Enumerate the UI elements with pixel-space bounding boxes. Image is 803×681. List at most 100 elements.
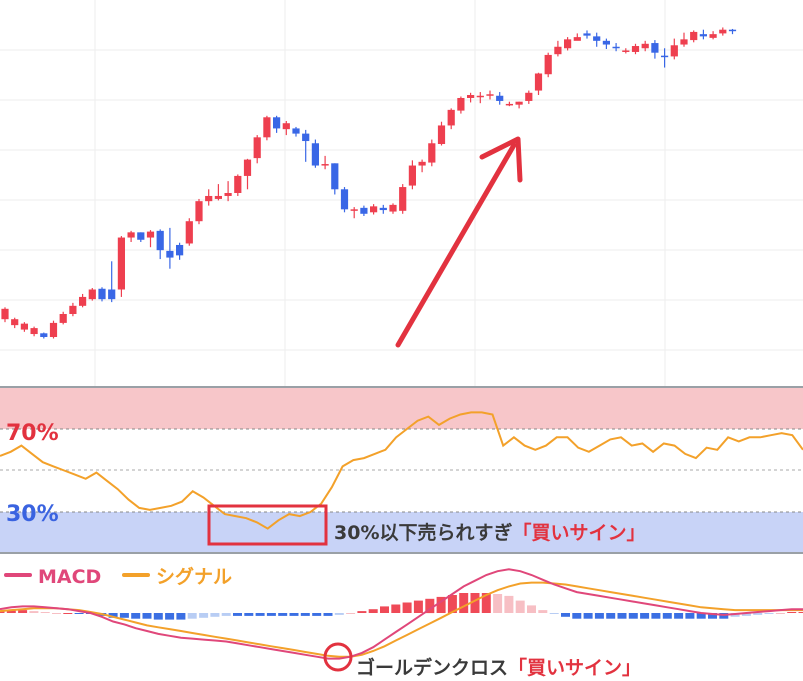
golden-cross-circle xyxy=(323,642,353,672)
macd-histogram-bar xyxy=(402,602,412,613)
candle-body xyxy=(224,193,232,196)
candle xyxy=(728,28,737,35)
candle-body xyxy=(573,37,581,41)
candle-body xyxy=(670,45,678,57)
candle-body xyxy=(486,94,494,96)
candle xyxy=(156,229,164,260)
macd-histogram-bar xyxy=(617,613,627,619)
macd-histogram-bar xyxy=(176,613,186,620)
macd-histogram-bar xyxy=(413,600,423,613)
candle xyxy=(340,187,349,213)
candle-body xyxy=(30,328,38,335)
candle-body xyxy=(360,207,368,214)
candle xyxy=(224,181,232,202)
macd-histogram-bar xyxy=(380,606,389,613)
candle-body xyxy=(253,137,261,159)
candle xyxy=(534,72,543,96)
candle xyxy=(612,43,620,52)
candle-body xyxy=(651,43,659,53)
macd-histogram-bar xyxy=(753,613,763,615)
candle-body xyxy=(641,43,649,49)
candle xyxy=(573,33,581,41)
candle-body xyxy=(680,39,688,45)
candle-body xyxy=(243,159,252,176)
macd-histogram-bar xyxy=(459,593,469,613)
candle xyxy=(40,332,48,339)
candle xyxy=(399,184,407,214)
candle-body xyxy=(515,101,523,105)
macd-histogram-bar xyxy=(775,613,785,614)
candle xyxy=(360,205,368,217)
candle-body xyxy=(583,33,591,36)
candle-body xyxy=(622,50,630,52)
candle-body xyxy=(340,189,349,210)
candle xyxy=(428,139,436,167)
candle-body xyxy=(176,244,184,256)
candle xyxy=(467,92,475,103)
candle xyxy=(30,326,38,337)
candle xyxy=(176,242,184,260)
macd-histogram-bar xyxy=(312,613,322,616)
level-30-label: 30% xyxy=(6,502,59,527)
candle xyxy=(69,302,77,317)
candle-body xyxy=(602,40,610,45)
candle xyxy=(166,227,174,269)
level-70-label: 70% xyxy=(6,421,59,446)
candle xyxy=(263,115,271,141)
macd-histogram-bar xyxy=(391,604,401,613)
macd-histogram-bar xyxy=(357,611,367,613)
candle-body xyxy=(525,92,533,101)
candle xyxy=(1,307,9,323)
candle xyxy=(185,218,193,246)
candle-body xyxy=(98,288,106,300)
candle-body xyxy=(399,187,407,211)
oversold-annotation: 30%以下売られすぎ「買いサイン」 xyxy=(334,521,646,544)
candle xyxy=(79,293,87,308)
macd-histogram-bar xyxy=(52,613,61,614)
candle-body xyxy=(496,95,504,101)
candle-body xyxy=(156,230,164,251)
candle xyxy=(496,92,504,105)
macd-histogram-bar xyxy=(63,613,73,614)
candle xyxy=(389,203,397,214)
candle xyxy=(379,204,387,214)
candle-body xyxy=(534,73,543,91)
candle xyxy=(205,189,213,206)
candle xyxy=(447,108,455,130)
candle-body xyxy=(88,289,96,300)
macd-histogram-bar xyxy=(368,609,378,613)
macd-histogram-bar xyxy=(142,613,152,619)
candle xyxy=(680,32,688,47)
candle-body xyxy=(437,125,446,145)
candle xyxy=(243,158,252,190)
macd-histogram-bar xyxy=(165,613,175,620)
candle-body xyxy=(350,209,358,211)
macd-line xyxy=(0,568,803,660)
macd-histogram-bar xyxy=(278,613,288,616)
candle-body xyxy=(428,143,436,163)
candle xyxy=(564,37,572,51)
macd-histogram-bar xyxy=(289,613,299,616)
candle xyxy=(273,115,281,133)
candle xyxy=(282,120,290,136)
candle xyxy=(583,30,591,39)
candle xyxy=(437,121,446,146)
candle-body xyxy=(146,231,155,238)
candle-body xyxy=(418,161,426,166)
candle xyxy=(302,129,310,162)
candle xyxy=(350,207,358,219)
candle xyxy=(146,230,155,248)
macd-histogram-bar xyxy=(572,613,582,619)
candle xyxy=(661,48,669,68)
macd-histogram-bar xyxy=(346,613,356,614)
golden-cross-annotation: ゴールデンクロス「買いサイン」 xyxy=(356,656,641,679)
candle xyxy=(690,30,698,43)
candle-body xyxy=(379,207,387,211)
candle-body xyxy=(20,323,28,330)
macd-histogram-bar xyxy=(323,613,333,616)
candle-body xyxy=(544,54,552,75)
candle-body xyxy=(195,201,203,222)
candle-body xyxy=(11,319,19,326)
candle-body xyxy=(311,143,319,166)
macd-histogram-bar xyxy=(74,613,84,614)
